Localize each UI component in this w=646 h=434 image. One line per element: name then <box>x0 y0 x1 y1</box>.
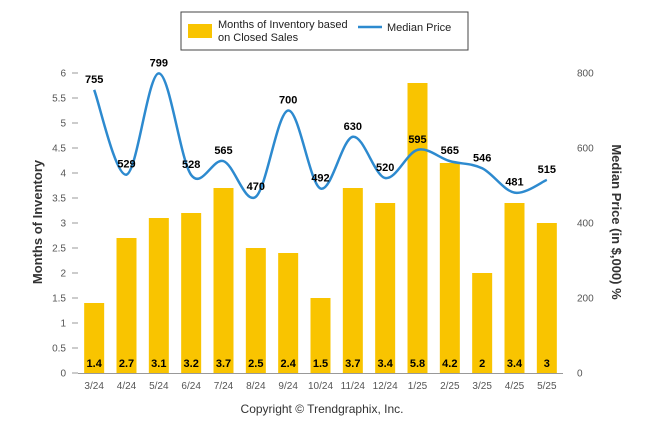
price-value-label: 529 <box>117 159 135 171</box>
x-axis: 3/24 4/24 5/24 6/24 7/24 8/24 9/24 10/24 11/24 12… <box>78 373 563 392</box>
bar-value-label: 3.7 <box>216 358 231 370</box>
legend-swatch-inventory <box>188 24 212 38</box>
x-tick-label: 3/24 <box>84 381 104 392</box>
x-tick-label: 4/24 <box>117 381 137 392</box>
y-tick-label: 6 <box>60 69 66 80</box>
x-tick-label: 1/25 <box>408 381 428 392</box>
bar <box>84 303 105 373</box>
y2-tick-label: 0 <box>577 369 583 380</box>
median-price-line <box>92 72 548 200</box>
bar <box>245 248 266 373</box>
bar-value-label: 2.5 <box>248 358 263 370</box>
price-value-label: 515 <box>538 164 556 176</box>
bar <box>278 253 299 373</box>
bars-layer <box>84 83 557 373</box>
x-tick-label: 2/25 <box>440 381 460 392</box>
bar-value-label: 3.2 <box>184 358 199 370</box>
bar-value-label: 2.4 <box>281 358 297 370</box>
bar-value-label: 3.7 <box>345 358 360 370</box>
copyright: Copyright © Trendgraphix, Inc. <box>241 402 404 416</box>
y-tick-label: 1.5 <box>52 294 66 305</box>
price-value-label: 595 <box>408 134 426 146</box>
price-labels-layer: 755 529 799 528 565 470 700 492 630 520 595 565 546 4… <box>85 57 556 192</box>
bar <box>375 203 396 373</box>
y-tick-label: 3 <box>60 219 66 230</box>
y-tick-label: 0.5 <box>52 344 66 355</box>
price-value-label: 565 <box>214 145 232 157</box>
bar-value-label: 1.5 <box>313 358 328 370</box>
bar <box>407 83 428 373</box>
y-axis-title: Months of Inventory <box>30 159 45 284</box>
x-tick-label: 4/25 <box>505 381 525 392</box>
price-value-label: 630 <box>344 121 362 133</box>
y-tick-label: 2 <box>60 269 66 280</box>
x-tick-label: 8/24 <box>246 381 266 392</box>
bar <box>116 238 137 373</box>
bar <box>439 163 460 373</box>
price-value-label: 520 <box>376 162 394 174</box>
x-tick-label: 12/24 <box>373 381 398 392</box>
right-y-axis: 0 200 400 600 800 <box>577 69 594 380</box>
price-value-label: 565 <box>441 145 459 157</box>
price-value-label: 799 <box>150 57 168 69</box>
y2-tick-label: 400 <box>577 219 594 230</box>
legend-label-price: Median Price <box>387 22 451 34</box>
price-value-label: 700 <box>279 95 297 107</box>
legend-box <box>180 11 469 51</box>
y2-tick-label: 200 <box>577 294 594 305</box>
y2-tick-label: 800 <box>577 69 594 80</box>
price-value-label: 470 <box>247 181 265 193</box>
left-y-axis: 0 0.5 1 1.5 2 2.5 3 3.5 4 4.5 5 5.5 6 <box>52 69 78 380</box>
bar-value-label: 5.8 <box>410 358 425 370</box>
y2-axis-title: Median Price (in $,000) % <box>609 144 624 300</box>
x-tick-label: 11/24 <box>341 381 366 392</box>
bar <box>181 213 202 373</box>
x-tick-label: 5/25 <box>537 381 557 392</box>
price-value-label: 546 <box>473 152 491 164</box>
y-tick-label: 5 <box>60 119 66 130</box>
y-tick-label: 5.5 <box>52 94 66 105</box>
x-tick-label: 3/25 <box>472 381 492 392</box>
bar-labels-layer: 1.4 2.7 3.1 3.2 3.7 2.5 2.4 1.5 3.7 3.4 5.8 4.2 2 3.4… <box>87 358 550 370</box>
bar-value-label: 3.4 <box>507 358 523 370</box>
x-tick-label: 7/24 <box>214 381 234 392</box>
bar-value-label: 3 <box>544 358 550 370</box>
bar-value-label: 2.7 <box>119 358 134 370</box>
bar <box>342 188 363 373</box>
bar-value-label: 4.2 <box>442 358 457 370</box>
legend-label-inventory-line2: on Closed Sales <box>218 32 299 44</box>
legend: Months of Inventory based on Closed Sale… <box>180 11 469 51</box>
bar-value-label: 2 <box>479 358 485 370</box>
bar <box>213 188 234 373</box>
y-tick-label: 3.5 <box>52 194 66 205</box>
y-tick-label: 1 <box>60 319 66 330</box>
y-tick-label: 2.5 <box>52 244 66 255</box>
bar-value-label: 3.1 <box>151 358 166 370</box>
bar <box>472 273 493 373</box>
x-tick-label: 10/24 <box>308 381 333 392</box>
x-tick-label: 6/24 <box>181 381 201 392</box>
bar <box>536 223 557 373</box>
price-value-label: 492 <box>311 173 329 185</box>
bar-value-label: 1.4 <box>87 358 103 370</box>
y-tick-label: 4.5 <box>52 144 66 155</box>
bar <box>504 203 525 373</box>
x-tick-label: 9/24 <box>278 381 298 392</box>
x-tick-label: 5/24 <box>149 381 169 392</box>
y-tick-label: 4 <box>60 169 66 180</box>
legend-label-inventory-line1: Months of Inventory based <box>218 19 348 31</box>
bar <box>148 218 169 373</box>
bar-value-label: 3.4 <box>378 358 394 370</box>
bar <box>310 298 331 373</box>
price-value-label: 755 <box>85 74 103 86</box>
price-value-label: 528 <box>182 159 200 171</box>
price-line-layer <box>92 72 548 200</box>
y2-tick-label: 600 <box>577 144 594 155</box>
price-value-label: 481 <box>505 177 523 189</box>
y-tick-label: 0 <box>60 369 66 380</box>
